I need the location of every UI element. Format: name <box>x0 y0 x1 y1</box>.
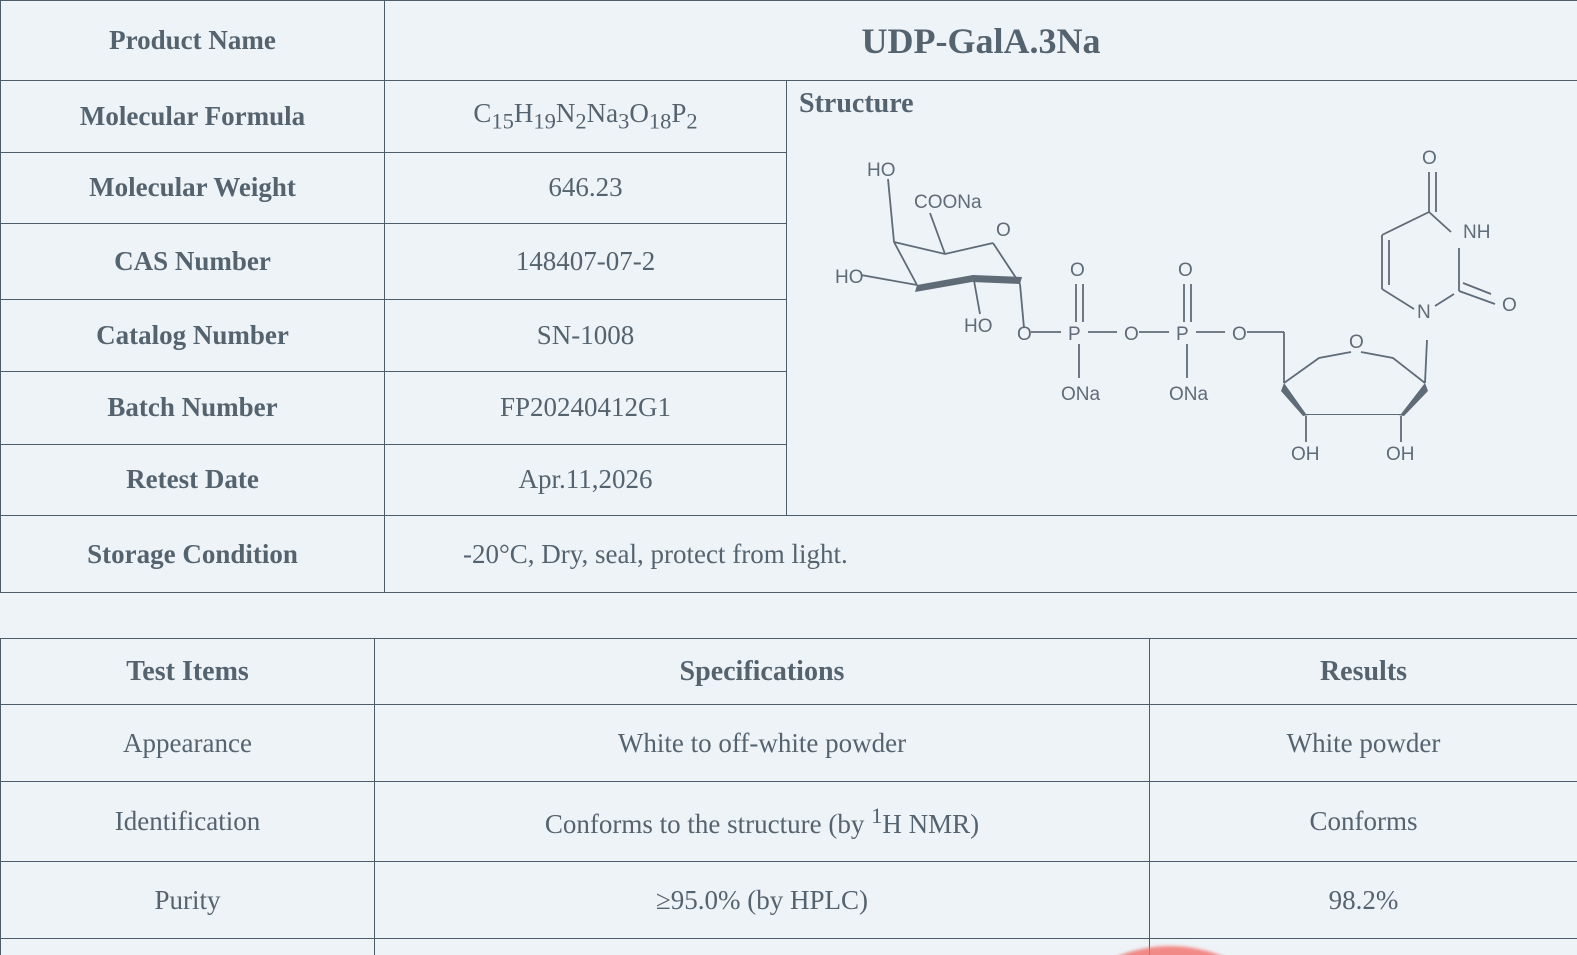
svg-text:O: O <box>1349 332 1364 353</box>
svg-text:OH: OH <box>1386 444 1415 465</box>
svg-text:NH: NH <box>1463 222 1490 243</box>
svg-text:O: O <box>1070 260 1085 281</box>
svg-text:P: P <box>1176 324 1189 345</box>
svg-text:HO: HO <box>835 267 864 288</box>
svg-text:ONa: ONa <box>1061 384 1101 405</box>
svg-text:ONa: ONa <box>1169 384 1209 405</box>
svg-text:O: O <box>1502 295 1517 316</box>
svg-text:HO: HO <box>867 160 896 181</box>
svg-text:O: O <box>1017 324 1032 345</box>
svg-text:OH: OH <box>1291 444 1320 465</box>
svg-text:N: N <box>1417 302 1431 323</box>
svg-text:HO: HO <box>964 316 993 337</box>
svg-text:P: P <box>1068 324 1081 345</box>
svg-text:O: O <box>996 220 1011 241</box>
svg-text:O: O <box>1422 148 1437 169</box>
svg-text:O: O <box>1124 324 1139 345</box>
svg-text:O: O <box>1232 324 1247 345</box>
svg-text:COONa: COONa <box>914 192 982 213</box>
svg-text:O: O <box>1178 260 1193 281</box>
